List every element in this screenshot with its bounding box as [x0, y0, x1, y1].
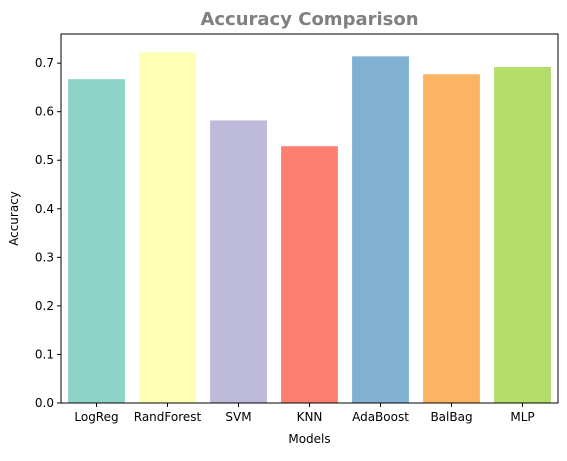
- y-tick-label: 0.3: [35, 250, 54, 264]
- y-tick-label: 0.2: [35, 299, 54, 313]
- x-axis-label: Models: [288, 432, 330, 446]
- x-tick-label: KNN: [297, 410, 323, 424]
- x-tick-label: AdaBoost: [352, 410, 409, 424]
- y-axis-label: Accuracy: [7, 191, 21, 246]
- bar-balbag: [423, 74, 480, 403]
- x-axis-ticks: LogReg RandForest SVM KNN AdaBoost BalBag MLP: [74, 403, 534, 424]
- x-tick-label: MLP: [510, 410, 534, 424]
- y-tick-label: 0.5: [35, 153, 54, 167]
- bar-logreg: [68, 79, 125, 403]
- bar-randforest: [139, 52, 196, 403]
- bar-knn: [281, 146, 338, 403]
- y-tick-label: 0.0: [35, 396, 54, 410]
- y-tick-label: 0.6: [35, 105, 54, 119]
- y-tick-label: 0.4: [35, 202, 54, 216]
- bar-svm: [210, 120, 267, 403]
- y-axis-ticks: 0.0 0.1 0.2 0.3 0.4 0.5 0.6 0.7: [35, 56, 61, 410]
- bars-layer: [68, 52, 551, 403]
- bar-adaboost: [352, 56, 409, 403]
- x-tick-label: SVM: [225, 410, 251, 424]
- x-tick-label: RandForest: [134, 410, 202, 424]
- y-tick-label: 0.7: [35, 56, 54, 70]
- y-tick-label: 0.1: [35, 347, 54, 361]
- x-tick-label: BalBag: [430, 410, 472, 424]
- x-tick-label: LogReg: [74, 410, 118, 424]
- bar-mlp: [494, 67, 551, 403]
- chart-title: Accuracy Comparison: [200, 9, 418, 30]
